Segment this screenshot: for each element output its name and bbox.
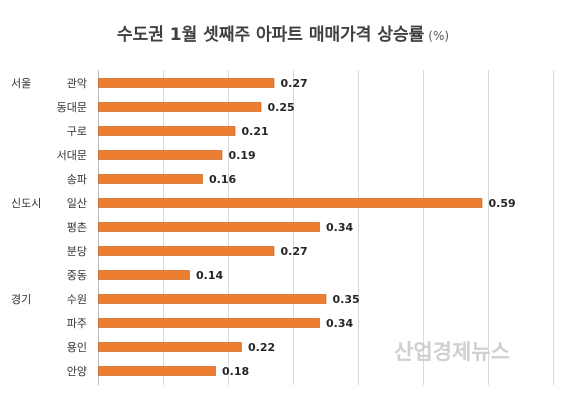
data-label: 0.25 xyxy=(268,101,295,114)
group-label: 경기 xyxy=(11,293,31,306)
category-label: 중동 xyxy=(67,269,87,282)
bar xyxy=(98,174,203,184)
chart-title-main: 수도권 1월 셋째주 아파트 매매가격 상승률 xyxy=(117,25,425,45)
data-label: 0.14 xyxy=(196,269,223,282)
bar xyxy=(98,150,223,160)
data-label: 0.34 xyxy=(326,221,353,234)
data-label: 0.18 xyxy=(222,365,249,378)
data-label: 0.27 xyxy=(281,77,308,90)
category-label: 송파 xyxy=(67,173,87,186)
chart-title: 수도권 1월 셋째주 아파트 매매가격 상승률 (%) xyxy=(117,25,449,45)
category-label: 일산 xyxy=(67,196,87,210)
labels: 0.27 관악 0.25 동대문 0.21 구로 0.19 서대문 0.16 송파 0.59 일산 0.… xyxy=(11,77,516,378)
bar xyxy=(98,294,327,304)
data-label: 0.16 xyxy=(209,173,236,186)
data-label: 0.59 xyxy=(489,197,516,210)
bar xyxy=(98,222,320,232)
chart-title-unit: (%) xyxy=(428,29,449,43)
category-label: 분당 xyxy=(67,245,87,258)
bar xyxy=(98,246,275,256)
data-label: 0.35 xyxy=(333,293,360,306)
category-label: 서대문 xyxy=(57,149,87,162)
bar xyxy=(98,102,262,112)
data-label: 0.34 xyxy=(326,317,353,330)
bars xyxy=(98,78,483,376)
bar xyxy=(98,318,320,328)
group-label: 신도시 xyxy=(11,197,41,210)
data-label: 0.22 xyxy=(248,341,275,354)
bar xyxy=(98,198,483,208)
data-label: 0.19 xyxy=(229,149,256,162)
category-label: 평촌 xyxy=(67,221,87,234)
category-label: 안양 xyxy=(67,365,87,378)
category-label: 파주 xyxy=(67,317,87,330)
watermark: 산업경제뉴스 xyxy=(394,340,510,364)
category-label: 관악 xyxy=(67,77,87,90)
bar xyxy=(98,78,275,88)
category-label: 동대문 xyxy=(57,101,87,114)
category-label: 용인 xyxy=(67,341,87,354)
bar xyxy=(98,342,242,352)
category-label: 구로 xyxy=(67,125,87,138)
category-label: 수원 xyxy=(67,293,87,306)
data-label: 0.21 xyxy=(242,125,269,138)
data-label: 0.27 xyxy=(281,245,308,258)
bar xyxy=(98,366,216,376)
group-label: 서울 xyxy=(11,77,31,90)
bar xyxy=(98,270,190,280)
bar xyxy=(98,126,236,136)
